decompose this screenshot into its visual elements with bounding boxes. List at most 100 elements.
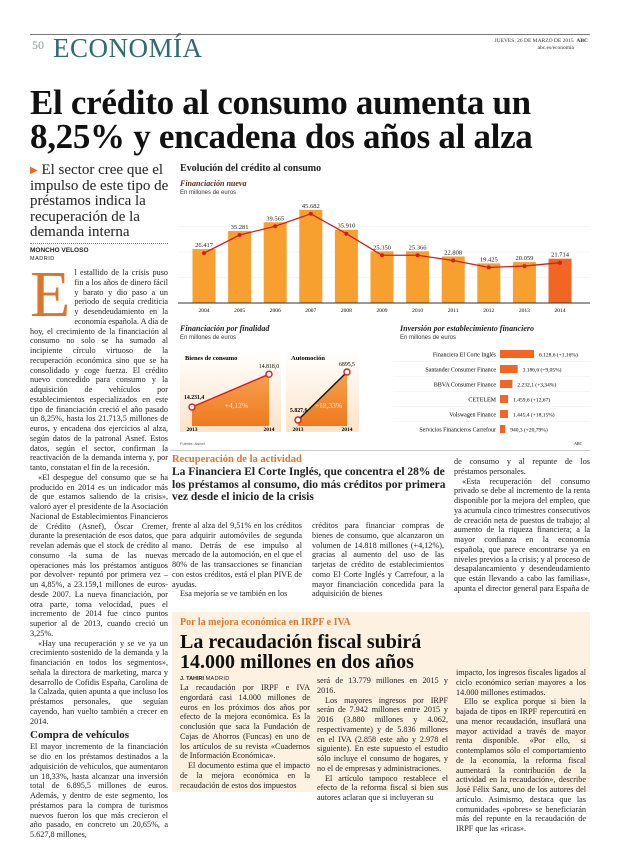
bar-2013 [512, 262, 536, 303]
paragraph: de consumo y al repunte de los préstamos… [454, 457, 590, 476]
story-kicker: Recuperación de la actividad [172, 454, 302, 465]
data-label: 45.682 [302, 203, 320, 210]
data-label: 35.910 [337, 223, 355, 230]
x-tick-label: 2011 [448, 308, 459, 314]
data-point [273, 224, 278, 229]
data-point [188, 403, 196, 411]
paragraph: «Hay una recuperación y se ve ya un crec… [30, 638, 168, 726]
section-title: ECONOMÍA [53, 33, 203, 63]
trend-line [191, 373, 270, 408]
data-label: 25.366 [409, 244, 428, 251]
bar-2004 [192, 249, 216, 303]
paragraph: La recaudación por IRPF e IVA engordará … [180, 683, 310, 761]
paragraph: El mayor incremento de la financiación s… [30, 742, 168, 839]
bar-4 [500, 410, 509, 418]
data-point [265, 370, 273, 378]
category-label: BBVA Consumer Finance [434, 383, 497, 389]
box-column-1: La recaudación por IRPF e IVA engordará … [180, 683, 310, 790]
x-tick-label: 2013 [187, 427, 198, 433]
infographic: Evolución del crédito al consumo Financi… [178, 160, 590, 450]
data-label: 35.281 [231, 224, 249, 231]
data-label: 6895,5 [339, 362, 355, 368]
dateline: JUEVES, 26 DE MARZO DE 2015 ABC abc.es/e… [470, 38, 588, 52]
paragraph: El documento estima que el impacto de la… [180, 761, 310, 790]
area-fill [298, 372, 347, 426]
paragraph: Los mayores ingresos por IRPF serán de 7… [317, 695, 448, 773]
box-title: La recaudación fiscal subirá 14.000 mill… [180, 631, 422, 673]
box-column-3: impacto, los ingresos fiscales ligados a… [456, 668, 586, 834]
bar-2014 [548, 258, 572, 303]
deck-text: El sector cree que el impulso de este ti… [30, 162, 169, 241]
chart-title: Financiación por finalidad [180, 324, 270, 333]
bar-2005 [228, 231, 252, 303]
data-point [343, 368, 351, 376]
data-label: 22.808 [444, 249, 462, 256]
change-label: +4,12% [225, 401, 249, 410]
date: JUEVES, 26 DE MARZO DE 2015 [494, 38, 574, 44]
paragraph: impacto, los ingresos fiscales ligados a… [456, 668, 586, 697]
chart-title: Inversión por establecimiento financiero [400, 324, 534, 333]
category-label: Financiera El Corte Inglés [433, 353, 497, 359]
paragraph: frente al alza del 9,51% en los créditos… [172, 521, 302, 589]
category-label: Volswagen Finance [449, 413, 496, 419]
page-number: 50 [32, 38, 44, 52]
box-byline: J. TAHIRI MADRID [180, 676, 230, 682]
data-label: 5.827,6 [290, 408, 307, 414]
category-label: Santander Consumer Finance [425, 368, 496, 374]
x-tick-label: 2004 [199, 308, 210, 314]
category-label: CETELEM [468, 398, 496, 404]
bar-3 [500, 395, 509, 403]
bar-2012 [477, 263, 501, 303]
x-tick-label: 2009 [377, 308, 388, 314]
bar-2008 [334, 229, 358, 303]
paragraph: El artículo tampoco restablece el efecto… [317, 773, 448, 803]
bar-2011 [441, 256, 465, 303]
author: J. TAHIRI [180, 676, 205, 682]
data-label: 2.232,1 (+3,34%) [517, 382, 556, 389]
article-column-3: créditos para financiar compras de biene… [312, 521, 444, 599]
area-fill [192, 374, 269, 426]
paragraph: Ello se explica porque si bien la bajada… [456, 697, 586, 833]
chart-title: Financiación nueva [180, 179, 247, 188]
data-label: 25.350 [373, 244, 391, 251]
triangle-bullet-icon: ▶ [30, 165, 38, 176]
data-label: 21.714 [551, 252, 570, 259]
x-tick-label: 2012 [483, 308, 494, 314]
article-column-4: de consumo y al repunte de los préstamos… [454, 457, 590, 594]
data-point [486, 265, 491, 270]
data-label: 1.459,6 (+12,67) [513, 397, 550, 404]
data-point [308, 211, 313, 216]
data-label: 26.417 [195, 242, 214, 249]
x-tick-label: 2007 [305, 308, 316, 314]
divider [170, 450, 590, 451]
story-title: La Financiera El Corte Inglés, que conce… [172, 466, 446, 503]
subheading: Compra de vehículos [30, 729, 129, 742]
bar-0 [500, 350, 534, 358]
bar-2009 [370, 251, 394, 303]
data-label: 3.186,6 (+9,05%) [523, 367, 562, 374]
infographic-title: Evolución del crédito al consumo [180, 163, 322, 174]
data-label: 14.231,4 [184, 395, 204, 401]
data-point [237, 233, 242, 238]
bar-2 [500, 380, 513, 388]
bar-2006 [263, 222, 287, 303]
line-charts-finalidad: Bienes de consumo 14.231,4 14.818,0 +4,12% 2… [180, 350, 359, 433]
divider [30, 243, 168, 244]
paragraph: «El despegue del consumo que se ha produ… [30, 472, 168, 638]
chart-subtitle: En millones de euros [180, 190, 237, 196]
data-point [202, 251, 206, 256]
data-label: 19.425 [480, 256, 498, 263]
drop-cap: E [30, 258, 71, 331]
x-tick-label: 2008 [341, 308, 352, 314]
x-tick-label: 2014 [342, 427, 353, 433]
brand: ABC [576, 38, 588, 44]
article-column-2: frente al alza del 9,51% en los créditos… [172, 521, 302, 599]
source-note: Fuente: Asnef [180, 441, 205, 446]
author: MONCHO VELOSO [30, 247, 89, 254]
data-point [380, 253, 384, 258]
paragraph: «Esta recuperación del consumo privado s… [454, 476, 590, 593]
section-url[interactable]: abc.es/economia [537, 45, 575, 51]
graphic-credit: ABC [574, 441, 583, 446]
paragraph: será de 13.779 millones en 2015 y 2016. [317, 676, 448, 695]
